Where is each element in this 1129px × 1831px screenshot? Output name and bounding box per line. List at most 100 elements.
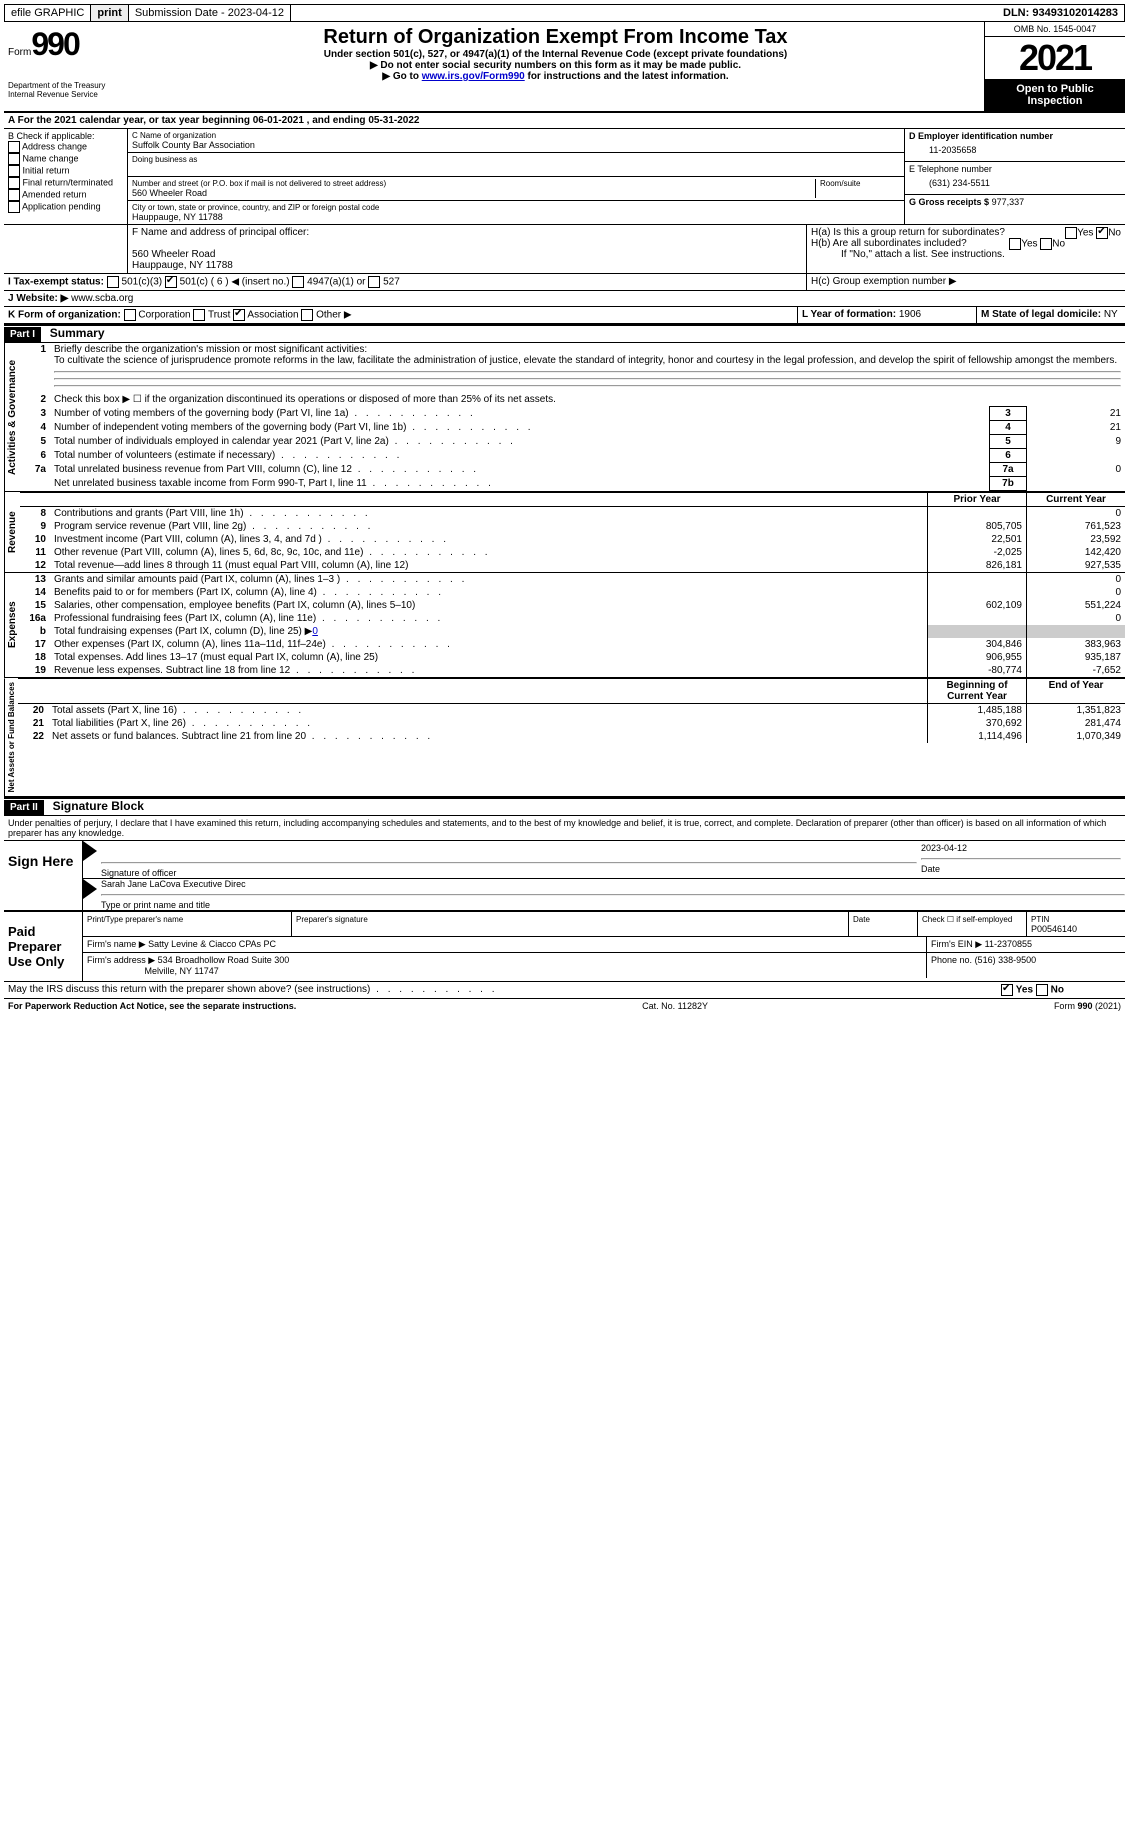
penalty-text: Under penalties of perjury, I declare th… [4,816,1125,840]
j-label: J Website: ▶ [8,293,68,304]
check-address[interactable] [8,141,20,153]
arrow-icon [83,879,97,899]
phone-label: E Telephone number [909,164,1121,174]
c-name-label: C Name of organization [132,131,900,140]
line2: Check this box ▶ ☐ if the organization d… [50,393,1125,407]
officer-addr1: 560 Wheeler Road [132,249,802,260]
hb-yes[interactable] [1009,238,1021,250]
form-prefix: Form [8,47,31,58]
year-formation: 1906 [899,309,921,320]
paid-prep-label: Paid Preparer Use Only [4,912,83,981]
submission-date: Submission Date - 2023-04-12 [129,5,291,21]
check-amended[interactable] [8,189,20,201]
vlabel-netassets: Net Assets or Fund Balances [4,678,18,796]
officer-name-label: Type or print name and title [101,900,210,910]
top-bar: efile GRAPHIC print Submission Date - 20… [4,4,1125,22]
l-label: L Year of formation: [802,309,896,320]
discuss-no[interactable] [1036,984,1048,996]
form-number: 990 [31,26,78,62]
org-name: Suffolk County Bar Association [132,140,900,150]
footer-mid: Cat. No. 11282Y [642,1001,708,1011]
i-4947[interactable] [292,276,304,288]
goto-post: for instructions and the latest informat… [525,71,729,82]
ha-yes[interactable] [1065,227,1077,239]
part1-title: Summary [44,324,111,342]
line3: Number of voting members of the governin… [50,407,990,421]
check-name[interactable] [8,153,20,165]
inspection-label: Open to Public Inspection [985,79,1125,111]
i-527[interactable] [368,276,380,288]
hb-no[interactable] [1040,238,1052,250]
hb-label: H(b) Are all subordinates included? [811,238,967,249]
gross-receipts: 977,337 [992,197,1025,207]
firm-ein: 11-2370855 [985,939,1032,949]
f-label: F Name and address of principal officer: [132,227,802,238]
firm-phone: (516) 338-9500 [975,955,1037,965]
k-trust[interactable] [193,309,205,321]
row-a-period: A For the 2021 calendar year, or tax yea… [4,113,1125,129]
mission-label: Briefly describe the organization's miss… [54,344,367,355]
officer-name: Sarah Jane LaCova Executive Direc [101,879,246,889]
line7b: Net unrelated business taxable income fr… [50,477,990,491]
part2-title: Signature Block [47,797,150,815]
hc-label: H(c) Group exemption number ▶ [807,274,1125,290]
discuss-yes[interactable] [1001,984,1013,996]
officer-addr2: Hauppauge, NY 11788 [132,260,802,271]
discuss-question: May the IRS discuss this return with the… [4,982,997,998]
ha-label: H(a) Is this a group return for subordin… [811,227,1005,238]
col-prior: Prior Year [928,493,1027,507]
k-label: K Form of organization: [8,310,121,321]
tax-year: 2021 [985,37,1125,79]
line7a: Total unrelated business revenue from Pa… [50,463,990,477]
dln: DLN: 93493102014283 [997,5,1124,21]
firm-name: Satty Levine & Ciacco CPAs PC [148,939,276,949]
dba-label: Doing business as [132,155,900,164]
form-title: Return of Organization Exempt From Incom… [131,26,980,49]
part2-header: Part II [4,800,44,815]
part1-header: Part I [4,327,41,342]
gross-label: G Gross receipts $ [909,197,989,207]
check-initial[interactable] [8,165,20,177]
print-button[interactable]: print [91,5,128,21]
mission-text: To cultivate the science of jurisprudenc… [54,355,1117,366]
check-pending[interactable] [8,201,20,213]
irs-link[interactable]: www.irs.gov/Form990 [422,71,525,82]
form-header: Form990 Department of the Treasury Inter… [4,22,1125,113]
m-label: M State of legal domicile: [981,309,1101,320]
i-501c3[interactable] [107,276,119,288]
sign-here-label: Sign Here [4,841,83,910]
b-title: B Check if applicable: [8,131,123,141]
hb-note: If "No," attach a list. See instructions… [811,249,1121,260]
phone: (631) 234-5511 [909,174,1121,192]
line5: Total number of individuals employed in … [50,435,990,449]
col-eoy: End of Year [1027,679,1126,704]
section-b: B Check if applicable: Address change Na… [4,129,128,224]
line6: Total number of volunteers (estimate if … [50,449,990,463]
room-label: Room/suite [820,179,900,188]
check-final[interactable] [8,177,20,189]
k-other[interactable] [301,309,313,321]
omb-number: OMB No. 1545-0047 [985,22,1125,37]
i-label: I Tax-exempt status: [8,277,104,288]
street: 560 Wheeler Road [132,188,815,198]
ein: 11-2035658 [909,141,1121,159]
col-current: Current Year [1027,493,1126,507]
k-assoc[interactable] [233,309,245,321]
i-501c[interactable] [165,276,177,288]
ein-label: D Employer identification number [909,131,1121,141]
ha-no[interactable] [1096,227,1108,239]
line4: Number of independent voting members of … [50,421,990,435]
footer-left: For Paperwork Reduction Act Notice, see … [8,1001,296,1011]
footer-right: Form 990 (2021) [1054,1001,1121,1011]
vlabel-revenue: Revenue [4,492,20,572]
city-label: City or town, state or province, country… [132,203,900,212]
subtitle-2: ▶ Do not enter social security numbers o… [131,60,980,71]
vlabel-expenses: Expenses [4,573,20,677]
subtitle-1: Under section 501(c), 527, or 4947(a)(1)… [131,49,980,60]
k-corp[interactable] [124,309,136,321]
city: Hauppauge, NY 11788 [132,212,900,222]
vlabel-activities: Activities & Governance [4,343,20,491]
efile-label: efile GRAPHIC [5,5,91,21]
domicile: NY [1104,309,1118,320]
arrow-icon [83,841,97,861]
